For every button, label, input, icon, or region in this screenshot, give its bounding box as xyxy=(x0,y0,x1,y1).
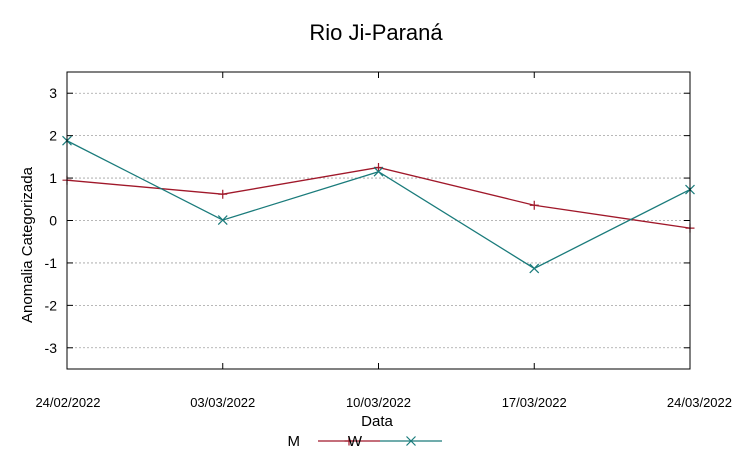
data-point-m xyxy=(529,200,539,210)
data-point-w xyxy=(529,263,540,274)
y-tick-label: -2 xyxy=(45,297,58,313)
y-tick-label: 0 xyxy=(49,213,57,229)
data-point-m xyxy=(218,189,228,199)
plot-frame xyxy=(66,71,691,370)
x-tick-label: 24/03/2022 xyxy=(667,395,732,410)
x-tick-label: 10/03/2022 xyxy=(346,395,411,410)
x-tick-label: 17/03/2022 xyxy=(502,395,567,410)
series-line-m xyxy=(66,166,691,229)
data-point-w xyxy=(217,215,228,226)
series-line-w xyxy=(66,140,691,270)
x-tick-label: 03/03/2022 xyxy=(190,395,255,410)
x-axis-ticks: 24/02/2022 03/03/2022 10/03/2022 17/03/2022… xyxy=(35,72,732,410)
grid xyxy=(67,92,690,349)
y-axis-label: Anomalia Categorizada xyxy=(19,166,36,323)
legend-marker-w xyxy=(406,436,416,446)
chart-title: Rio Ji-Paraná xyxy=(309,20,443,45)
x-axis-label: Data xyxy=(361,413,393,430)
y-tick-label: 2 xyxy=(49,128,57,144)
y-tick-label: -1 xyxy=(45,255,58,271)
series-layer xyxy=(62,135,695,274)
legend-label-w: W xyxy=(348,433,363,450)
legend-marker-m xyxy=(344,436,354,446)
data-point-m xyxy=(374,162,383,172)
y-axis-ticks: -3 -2 -1 0 1 2 3 xyxy=(45,85,690,356)
data-point-w xyxy=(373,166,384,177)
y-tick-label: 1 xyxy=(49,170,57,186)
y-tick-label: 3 xyxy=(49,85,57,101)
x-tick-label: 24/02/2022 xyxy=(35,395,100,410)
y-tick-label: -3 xyxy=(45,340,58,356)
legend-label-m: M xyxy=(288,433,301,450)
